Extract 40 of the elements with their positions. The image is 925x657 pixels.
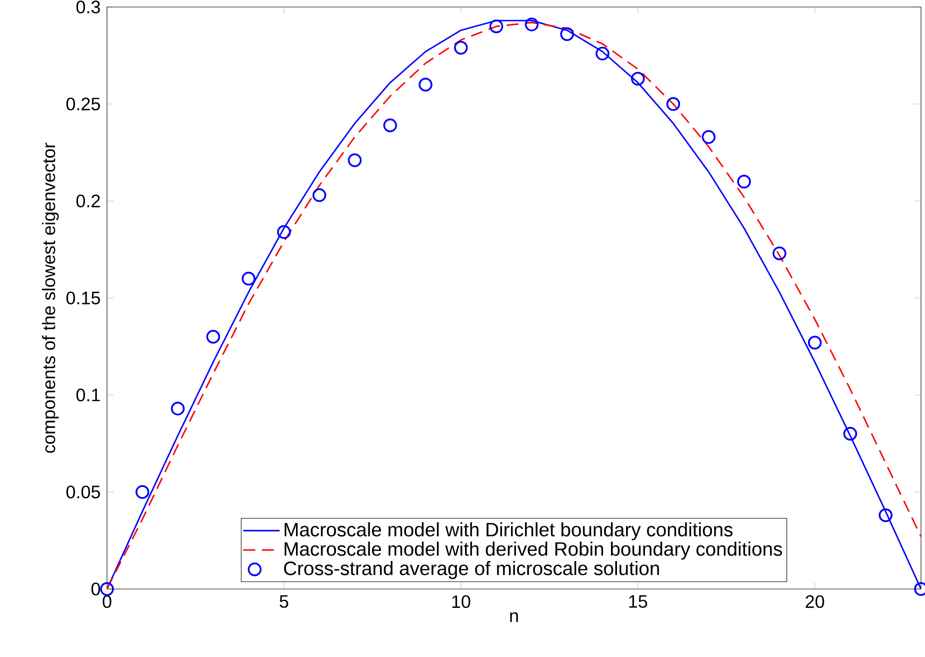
point bbox=[772, 246, 786, 260]
x-axis-title: n bbox=[510, 612, 518, 622]
point bbox=[878, 508, 892, 522]
point bbox=[737, 174, 751, 188]
x-tick-label: 10 bbox=[452, 595, 470, 608]
y-tick-label: 0.25 bbox=[66, 98, 100, 110]
y-tick-label: 0.05 bbox=[66, 486, 100, 498]
x-tick-label: 0 bbox=[102, 595, 112, 608]
point bbox=[170, 402, 185, 416]
point bbox=[489, 20, 504, 34]
point bbox=[312, 188, 326, 202]
point bbox=[100, 582, 114, 596]
y-tick-label: 0.3 bbox=[76, 0, 100, 14]
point bbox=[524, 18, 539, 32]
point bbox=[808, 336, 822, 350]
point bbox=[277, 225, 291, 239]
legend-label: Macroscale model with derived Robin boundary conditions bbox=[284, 542, 782, 560]
x-tick-label: 15 bbox=[629, 595, 648, 608]
point bbox=[843, 426, 858, 441]
y-tick-label: 0.1 bbox=[76, 388, 100, 402]
point bbox=[242, 272, 256, 286]
point bbox=[454, 40, 468, 55]
y-tick-label: 0 bbox=[91, 582, 100, 596]
legend-label: Macroscale model with Dirichlet boundary conditions bbox=[284, 522, 733, 540]
point bbox=[702, 130, 716, 144]
point bbox=[348, 153, 362, 168]
y-axis-title: components of the slowest eigenvector bbox=[42, 142, 59, 453]
point bbox=[418, 78, 432, 92]
x-tick-label: 5 bbox=[280, 595, 288, 608]
point bbox=[596, 46, 610, 60]
point bbox=[206, 330, 220, 344]
point bbox=[666, 97, 680, 111]
legend-label: Cross-strand average of microscale solution bbox=[284, 561, 659, 580]
point bbox=[560, 27, 574, 42]
point bbox=[631, 72, 645, 86]
x-tick-label: 20 bbox=[806, 595, 824, 608]
y-tick-label: 0.2 bbox=[76, 194, 100, 208]
point bbox=[383, 118, 398, 132]
y-tick-label: 0.15 bbox=[66, 292, 100, 304]
point bbox=[136, 485, 150, 499]
